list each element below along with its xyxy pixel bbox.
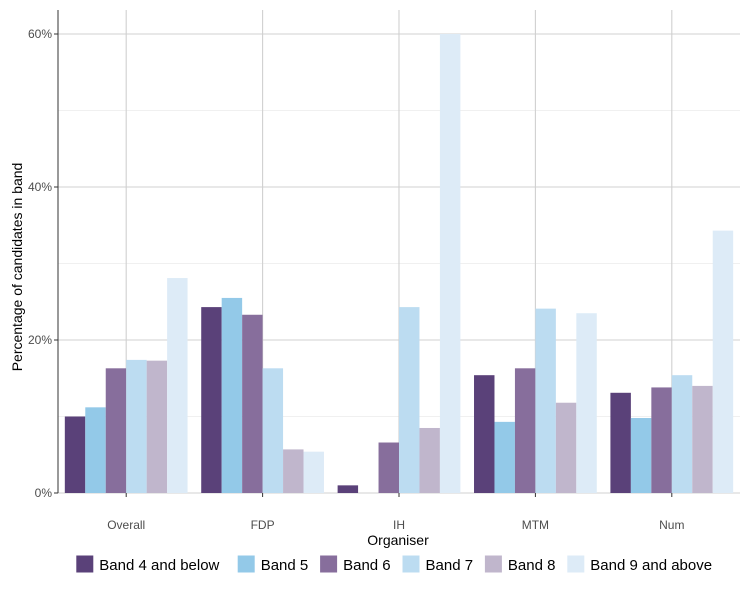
bars [64,34,734,494]
y-tick-label: 20% [28,333,52,347]
x-tick-label: IH [393,518,405,532]
bar [399,307,420,493]
x-tick-label: FDP [251,518,275,532]
bar [221,297,243,493]
bar [576,313,597,493]
x-axis-title: Organiser [367,532,429,548]
legend-label: Band 8 [508,557,556,574]
legend-label: Band 6 [343,557,391,574]
x-tick-label: MTM [522,518,549,532]
bar [64,416,86,493]
bar [283,449,304,493]
legend: Band 4 and below Band 5 Band 6 Band 7 Band 8… [76,555,712,574]
legend-swatch [237,555,255,573]
bar [85,407,106,493]
bar [201,307,222,493]
bar [474,375,495,493]
bar [126,359,147,493]
y-tick-label: 0% [35,486,53,500]
legend-label: Band 4 and below [99,557,219,574]
legend-swatch [567,555,585,573]
bar [146,360,168,493]
bar [419,427,440,493]
bar [535,308,556,493]
bar [105,368,127,493]
legend-swatch [484,555,502,573]
bar [242,314,263,493]
x-tick-label: Num [659,518,684,532]
legend-label: Band 7 [426,557,474,574]
axes: 0% 20% 40% 60% Overall FDP IH MTM Num [28,10,684,532]
bar [439,34,461,493]
y-axis-title: Percentage of candidates in band [9,163,25,372]
bar [378,442,399,493]
legend-swatch [76,555,94,573]
bar [262,368,284,493]
bar [337,485,359,493]
y-tick-label: 60% [28,27,52,41]
bar [630,418,652,493]
bar [555,402,577,493]
x-tick-label: Overall [107,518,145,532]
bar [671,375,693,493]
bar [712,230,734,494]
bar [303,451,324,493]
bar [167,278,188,493]
bar [692,385,713,493]
legend-swatch [402,555,420,573]
legend-label: Band 5 [261,557,309,574]
bar [610,392,631,493]
legend-swatch [320,555,338,573]
bar [514,368,536,493]
y-tick-label: 40% [28,180,52,194]
legend-label: Band 9 and above [590,557,712,574]
bar [651,387,672,493]
bar [494,421,515,493]
